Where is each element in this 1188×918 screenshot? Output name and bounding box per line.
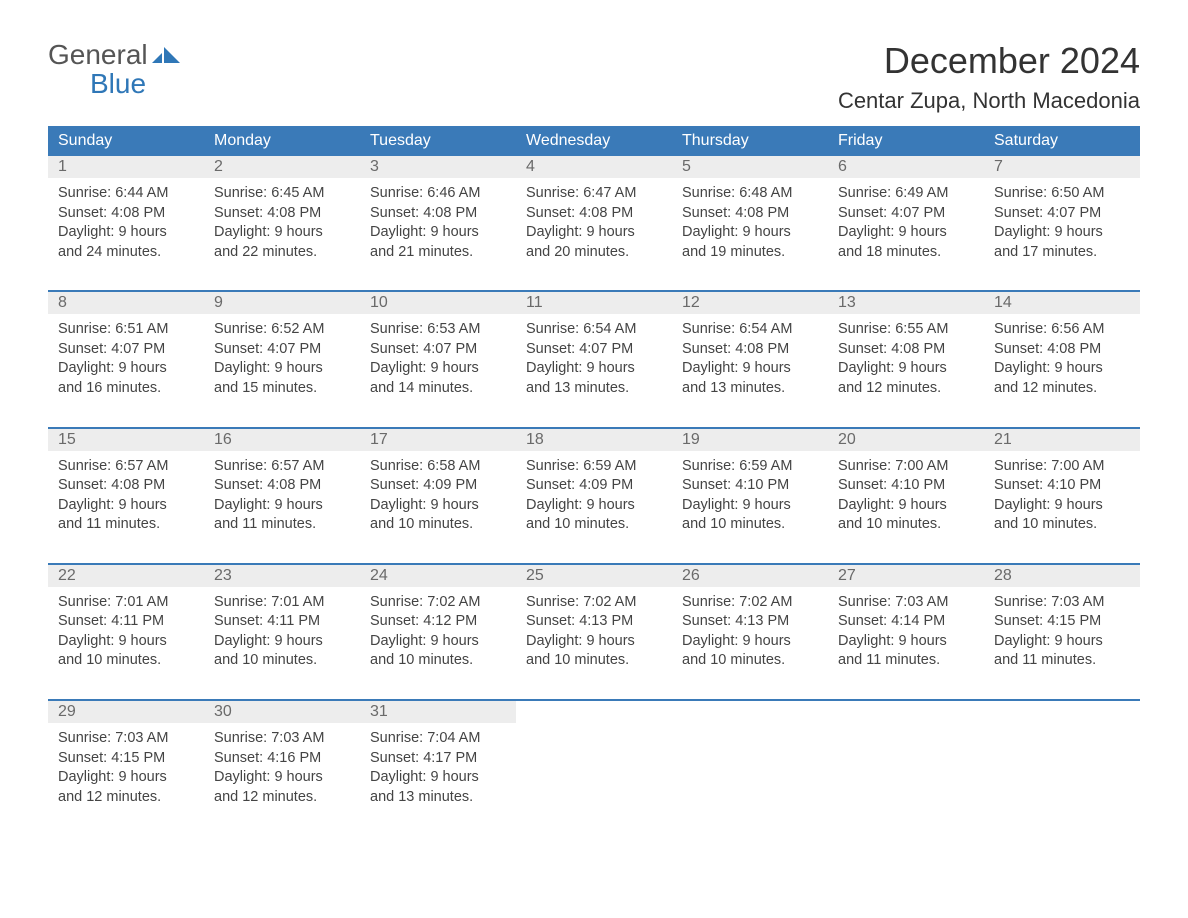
day-data-cell: Sunrise: 6:56 AMSunset: 4:08 PMDaylight:…	[984, 314, 1140, 427]
day-data-row: Sunrise: 6:44 AMSunset: 4:08 PMDaylight:…	[48, 178, 1140, 291]
day-number-row: 891011121314	[48, 292, 1140, 314]
location-subtitle: Centar Zupa, North Macedonia	[838, 88, 1140, 114]
title-block: December 2024 Centar Zupa, North Macedon…	[838, 40, 1140, 114]
day-number-cell: 5	[672, 156, 828, 178]
day-data-row: Sunrise: 6:57 AMSunset: 4:08 PMDaylight:…	[48, 451, 1140, 564]
day-data-cell: Sunrise: 7:03 AMSunset: 4:15 PMDaylight:…	[984, 587, 1140, 700]
day-number-cell: 27	[828, 565, 984, 587]
day-data-cell: Sunrise: 6:47 AMSunset: 4:08 PMDaylight:…	[516, 178, 672, 291]
day-data-cell: Sunrise: 7:02 AMSunset: 4:13 PMDaylight:…	[516, 587, 672, 700]
day-number-cell	[828, 701, 984, 723]
calendar-table: Sunday Monday Tuesday Wednesday Thursday…	[48, 126, 1140, 835]
day-number-cell: 9	[204, 292, 360, 314]
weekday-header: Thursday	[672, 126, 828, 156]
day-number-cell: 12	[672, 292, 828, 314]
day-data-cell: Sunrise: 6:57 AMSunset: 4:08 PMDaylight:…	[48, 451, 204, 564]
day-number-cell: 19	[672, 429, 828, 451]
day-number-cell	[672, 701, 828, 723]
day-number-cell: 30	[204, 701, 360, 723]
day-data-cell	[828, 723, 984, 835]
calendar-body: 1234567Sunrise: 6:44 AMSunset: 4:08 PMDa…	[48, 156, 1140, 835]
logo-flag-icon	[152, 45, 180, 65]
day-number-cell: 10	[360, 292, 516, 314]
day-number-cell: 29	[48, 701, 204, 723]
day-number-cell: 15	[48, 429, 204, 451]
weekday-header: Wednesday	[516, 126, 672, 156]
day-number-cell: 8	[48, 292, 204, 314]
day-data-cell: Sunrise: 6:50 AMSunset: 4:07 PMDaylight:…	[984, 178, 1140, 291]
day-number-row: 22232425262728	[48, 565, 1140, 587]
day-number-row: 293031	[48, 701, 1140, 723]
day-data-cell: Sunrise: 6:45 AMSunset: 4:08 PMDaylight:…	[204, 178, 360, 291]
day-number-cell: 11	[516, 292, 672, 314]
day-data-cell	[672, 723, 828, 835]
weekday-header-row: Sunday Monday Tuesday Wednesday Thursday…	[48, 126, 1140, 156]
weekday-header: Monday	[204, 126, 360, 156]
day-number-cell: 17	[360, 429, 516, 451]
day-data-cell: Sunrise: 6:58 AMSunset: 4:09 PMDaylight:…	[360, 451, 516, 564]
day-number-cell	[984, 701, 1140, 723]
day-data-cell: Sunrise: 6:54 AMSunset: 4:07 PMDaylight:…	[516, 314, 672, 427]
day-data-cell: Sunrise: 7:00 AMSunset: 4:10 PMDaylight:…	[828, 451, 984, 564]
month-title: December 2024	[838, 40, 1140, 82]
day-data-cell: Sunrise: 6:55 AMSunset: 4:08 PMDaylight:…	[828, 314, 984, 427]
day-number-cell: 21	[984, 429, 1140, 451]
day-data-cell: Sunrise: 6:59 AMSunset: 4:10 PMDaylight:…	[672, 451, 828, 564]
day-number-cell: 7	[984, 156, 1140, 178]
day-data-cell: Sunrise: 7:00 AMSunset: 4:10 PMDaylight:…	[984, 451, 1140, 564]
day-number-row: 1234567	[48, 156, 1140, 178]
day-data-cell	[516, 723, 672, 835]
day-data-row: Sunrise: 7:01 AMSunset: 4:11 PMDaylight:…	[48, 587, 1140, 700]
day-data-cell: Sunrise: 6:54 AMSunset: 4:08 PMDaylight:…	[672, 314, 828, 427]
day-number-cell: 14	[984, 292, 1140, 314]
day-number-cell: 28	[984, 565, 1140, 587]
day-data-cell: Sunrise: 7:03 AMSunset: 4:14 PMDaylight:…	[828, 587, 984, 700]
day-data-row: Sunrise: 7:03 AMSunset: 4:15 PMDaylight:…	[48, 723, 1140, 835]
day-data-cell: Sunrise: 7:03 AMSunset: 4:15 PMDaylight:…	[48, 723, 204, 835]
day-data-cell: Sunrise: 6:48 AMSunset: 4:08 PMDaylight:…	[672, 178, 828, 291]
day-data-cell: Sunrise: 6:49 AMSunset: 4:07 PMDaylight:…	[828, 178, 984, 291]
day-data-cell: Sunrise: 7:02 AMSunset: 4:13 PMDaylight:…	[672, 587, 828, 700]
day-number-cell: 4	[516, 156, 672, 178]
day-number-cell: 24	[360, 565, 516, 587]
day-number-cell: 31	[360, 701, 516, 723]
day-data-cell: Sunrise: 6:46 AMSunset: 4:08 PMDaylight:…	[360, 178, 516, 291]
day-data-cell: Sunrise: 6:57 AMSunset: 4:08 PMDaylight:…	[204, 451, 360, 564]
day-data-row: Sunrise: 6:51 AMSunset: 4:07 PMDaylight:…	[48, 314, 1140, 427]
day-data-cell: Sunrise: 7:02 AMSunset: 4:12 PMDaylight:…	[360, 587, 516, 700]
day-number-cell: 16	[204, 429, 360, 451]
day-data-cell: Sunrise: 6:52 AMSunset: 4:07 PMDaylight:…	[204, 314, 360, 427]
day-number-cell: 26	[672, 565, 828, 587]
day-data-cell: Sunrise: 7:04 AMSunset: 4:17 PMDaylight:…	[360, 723, 516, 835]
day-data-cell: Sunrise: 7:01 AMSunset: 4:11 PMDaylight:…	[48, 587, 204, 700]
day-number-cell: 18	[516, 429, 672, 451]
logo-word-2: Blue	[48, 69, 180, 98]
day-data-cell: Sunrise: 7:03 AMSunset: 4:16 PMDaylight:…	[204, 723, 360, 835]
day-number-row: 15161718192021	[48, 429, 1140, 451]
day-number-cell: 23	[204, 565, 360, 587]
weekday-header: Tuesday	[360, 126, 516, 156]
day-data-cell: Sunrise: 6:44 AMSunset: 4:08 PMDaylight:…	[48, 178, 204, 291]
day-number-cell: 2	[204, 156, 360, 178]
day-number-cell: 1	[48, 156, 204, 178]
logo: General Blue	[48, 40, 180, 99]
day-data-cell: Sunrise: 7:01 AMSunset: 4:11 PMDaylight:…	[204, 587, 360, 700]
weekday-header: Sunday	[48, 126, 204, 156]
day-number-cell: 20	[828, 429, 984, 451]
day-number-cell: 25	[516, 565, 672, 587]
weekday-header: Saturday	[984, 126, 1140, 156]
day-data-cell: Sunrise: 6:59 AMSunset: 4:09 PMDaylight:…	[516, 451, 672, 564]
day-number-cell: 13	[828, 292, 984, 314]
day-data-cell	[984, 723, 1140, 835]
day-number-cell: 22	[48, 565, 204, 587]
page-header: General Blue December 2024 Centar Zupa, …	[48, 40, 1140, 114]
day-number-cell: 3	[360, 156, 516, 178]
day-number-cell: 6	[828, 156, 984, 178]
day-number-cell	[516, 701, 672, 723]
day-data-cell: Sunrise: 6:53 AMSunset: 4:07 PMDaylight:…	[360, 314, 516, 427]
weekday-header: Friday	[828, 126, 984, 156]
logo-word-1: General	[48, 40, 148, 69]
day-data-cell: Sunrise: 6:51 AMSunset: 4:07 PMDaylight:…	[48, 314, 204, 427]
